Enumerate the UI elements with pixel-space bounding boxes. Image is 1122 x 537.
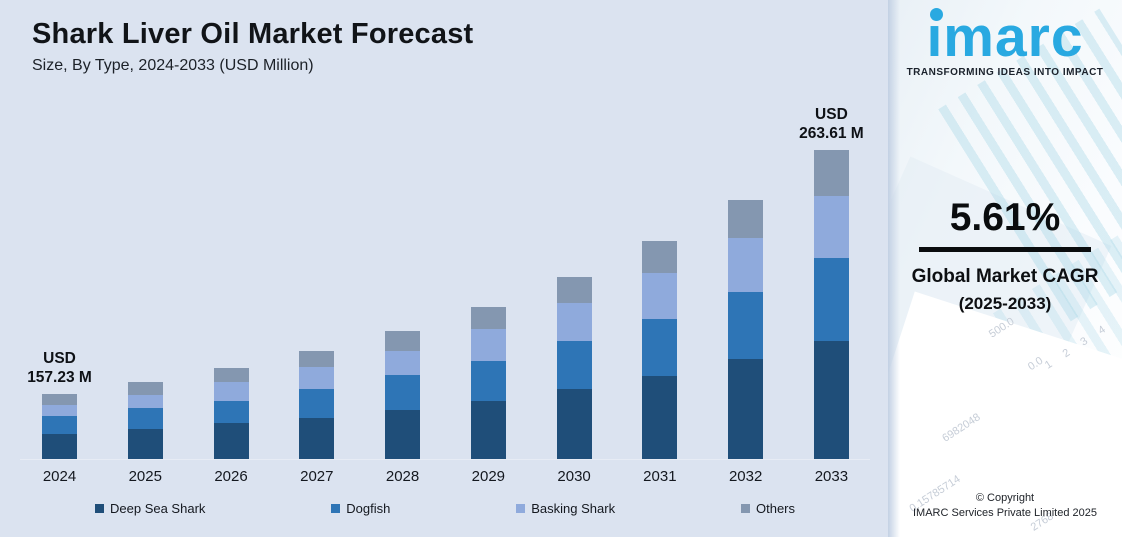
cagr-value: 5.61% [949,196,1061,239]
bar-segment-2027-others [299,351,335,367]
bar-2026 [213,368,249,459]
bar-segment-2026-dogfish [213,401,249,423]
legend-label: Basking Shark [531,501,616,516]
legend-item-dogfish: Dogfish [331,501,390,516]
bar-segment-2027-deep-sea-shark [299,418,335,459]
bar-segment-2025-deep-sea-shark [127,429,163,459]
bar-value-label-2033: USD 263.61 M [799,106,864,142]
legend-label: Dogfish [346,501,391,516]
bar-segment-2028-dogfish [385,375,421,410]
imarc-tagline: TRANSFORMING IDEAS INTO IMPACT [906,66,1104,78]
bar-segment-2027-basking-shark [299,367,335,389]
imarc-logo-text: ımarc [926,5,1084,69]
legend-label: Others [755,501,795,516]
bar-segment-2029-others [470,307,506,329]
bar-segment-2033-dogfish [813,258,849,341]
copyright: © Copyright IMARC Services Private Limit… [888,491,1122,521]
bar-segment-2032-others [728,200,764,238]
bar-segment-2025-basking-shark [127,395,163,408]
x-axis-label-2024: 2024 [42,468,77,485]
bar-2028 [385,331,421,459]
bar-2029 [470,307,506,459]
cagr-period: (2025-2033) [958,294,1052,313]
legend-item-basking-shark: Basking Shark [516,501,615,516]
x-axis-label-2030: 2030 [557,468,591,485]
bar-segment-2026-others [213,368,249,382]
chart-title: Shark Liver Oil Market Forecast [32,18,474,50]
x-axis-labels: 2024 2025 2026 2027 2028 2029 2030 2031 2032 2033 [42,468,849,485]
x-axis-label-2026: 2026 [214,468,248,485]
title-block: Shark Liver Oil Market Forecast Size, By… [32,18,473,75]
legend-swatch-icon [740,504,750,513]
bar-2032 [728,200,764,459]
cagr-label: Global Market CAGR [911,266,1099,287]
bar-segment-2030-deep-sea-shark [556,389,592,459]
bar-2024: USD 157.23 M [27,349,92,459]
bar-segment-2025-others [127,382,163,395]
bar-segment-2030-others [556,277,592,303]
legend-swatch-icon [331,504,341,513]
bar-segment-2031-deep-sea-shark [642,376,678,459]
bar-segment-2031-dogfish [642,319,678,376]
copyright-line2: IMARC Services Private Limited 2025 [912,507,1097,519]
bar-segment-2024-basking-shark [42,405,77,416]
bar-segment-2031-others [642,241,678,273]
bar-segment-2030-dogfish [556,341,592,389]
cagr-underline [919,247,1091,252]
bar-segment-2028-deep-sea-shark [385,410,421,459]
imarc-logo: ımarc TRANSFORMING IDEAS INTO IMPACT [888,6,1122,78]
legend-item-others: Others [740,501,795,516]
bar-segment-2031-basking-shark [642,273,678,319]
x-axis-label-2032: 2032 [728,468,763,485]
bar-2025 [127,382,163,459]
copyright-line1: © Copyright [975,492,1035,504]
x-axis-label-2027: 2027 [300,468,334,485]
legend-label: Deep Sea Shark [110,501,206,516]
bar-segment-2026-deep-sea-shark [213,423,249,459]
x-axis-label-2025: 2025 [128,468,162,485]
bar-2033: USD 263.61 M [799,105,864,459]
bar-segment-2032-deep-sea-shark [728,359,764,459]
bar-segment-2024-deep-sea-shark [42,434,77,459]
bar-2031 [642,241,678,459]
bar-segment-2025-dogfish [127,408,163,429]
legend-swatch-icon [95,504,104,513]
bar-segment-2033-deep-sea-shark [813,341,849,459]
bar-segment-2024-others [42,394,77,405]
x-axis-label-2029: 2029 [471,468,506,485]
bar-2027 [299,351,335,459]
bar-segment-2030-basking-shark [556,303,592,341]
chart-subtitle: Size, By Type, 2024-2033 (USD Million) [32,57,314,74]
bar-value-label-2024: USD 157.23 M [27,350,92,386]
bar-segment-2032-basking-shark [728,238,764,292]
x-axis-label-2033: 2033 [814,468,849,485]
bar-segment-2026-basking-shark [213,382,249,401]
bar-segment-2032-dogfish [728,292,764,359]
bar-segment-2029-deep-sea-shark [470,401,506,459]
panel-left-edge-shadow [888,0,900,537]
x-axis-line [20,459,870,460]
bar-segment-2028-basking-shark [385,351,421,375]
bar-plot: USD 157.23 M USD 263.61 M [27,0,864,459]
bar-segment-2028-others [385,331,421,351]
bar-segment-2033-basking-shark [813,196,849,258]
bar-segment-2029-dogfish [470,361,506,401]
legend-item-deep-sea-shark: Deep Sea Shark [95,501,205,516]
x-axis-label-2031: 2031 [643,468,677,485]
legend-swatch-icon [516,504,526,513]
legend: Deep Sea Shark Dogfish Basking Shark Others [95,501,795,516]
cagr-block: 5.61% Global Market CAGR (2025-2033) [888,196,1122,314]
bar-segment-2027-dogfish [299,389,335,418]
brand-panel: 500.0 0.0 1 2 3 4 6982048 0.15785714 2768 ıma… [888,0,1122,537]
imarc-logo-dot [930,8,944,21]
bar-segment-2024-dogfish [42,416,77,434]
bar-2030 [556,277,592,459]
x-axis-label-2028: 2028 [385,468,420,485]
bar-segment-2033-others [813,150,849,196]
chart-section: Shark Liver Oil Market Forecast Size, By… [20,0,870,516]
bar-segment-2029-basking-shark [470,329,506,361]
